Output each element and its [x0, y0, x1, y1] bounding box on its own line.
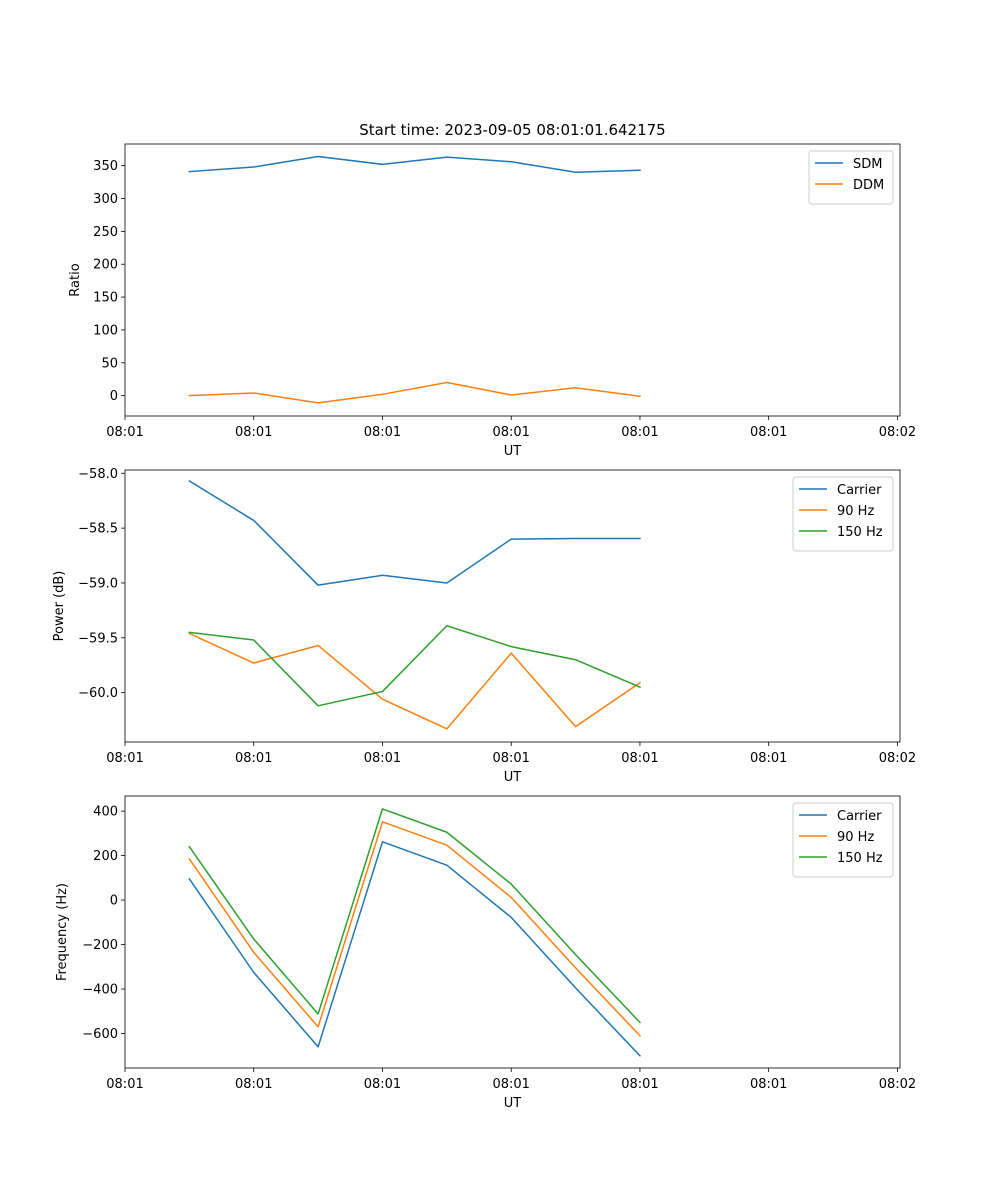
legend-label: 90 Hz — [837, 504, 874, 519]
series-line-sdm — [188, 155, 641, 173]
axes-frame — [124, 143, 901, 417]
y-tick-label: −600 — [82, 1027, 118, 1042]
x-tick-label: 08:01 — [106, 1077, 143, 1092]
x-tick-label: 08:01 — [492, 1077, 529, 1092]
y-tick-label: −58.0 — [78, 467, 118, 482]
x-tick-label: 08:01 — [235, 1077, 272, 1092]
axes-frame — [124, 795, 901, 1069]
y-tick-label: 100 — [93, 323, 118, 338]
legend-label: Carrier — [837, 809, 882, 824]
y-tick-label: −400 — [82, 983, 118, 998]
series-line-90-hz — [188, 632, 641, 730]
legend-label: 90 Hz — [837, 830, 874, 845]
x-tick-label: 08:02 — [879, 751, 916, 766]
y-tick-label: 250 — [93, 225, 118, 240]
y-tick-label: 0 — [110, 894, 118, 909]
x-tick-label: 08:01 — [621, 751, 658, 766]
legend-label: 150 Hz — [837, 525, 883, 540]
x-tick-label: 08:02 — [879, 425, 916, 440]
y-tick-label: 300 — [93, 192, 118, 207]
legend-box — [792, 476, 894, 552]
y-tick-label: 200 — [93, 258, 118, 273]
x-tick-label: 08:01 — [621, 425, 658, 440]
series-line-carrier — [188, 841, 642, 1057]
y-axis-label: Power (dB) — [52, 571, 67, 642]
series-line-90-hz — [188, 821, 642, 1037]
x-tick-label: 08:01 — [235, 751, 272, 766]
x-tick-label: 08:01 — [364, 1077, 401, 1092]
figure-title: Start time: 2023-09-05 08:01:01.642175 — [359, 121, 665, 139]
x-axis-label: UT — [504, 1096, 522, 1111]
x-axis-label: UT — [504, 444, 522, 459]
series-line-150-hz — [188, 808, 642, 1024]
legend-box — [792, 802, 894, 878]
x-tick-label: 08:01 — [364, 425, 401, 440]
y-axis-label: Ratio — [68, 263, 83, 296]
legend-label: DDM — [853, 178, 884, 193]
series-line-ddm — [188, 381, 641, 404]
x-tick-label: 08:01 — [492, 751, 529, 766]
y-tick-label: −59.0 — [78, 576, 118, 591]
ratio-panel: 08:01 08:01 08:01 08:01 08:01 08:01 08:02 0 50 10… — [68, 143, 916, 459]
series-line-150-hz — [188, 624, 641, 707]
y-tick-label: 350 — [93, 159, 118, 174]
x-tick-label: 08:01 — [106, 425, 143, 440]
x-tick-label: 08:01 — [364, 751, 401, 766]
y-tick-label: −60.0 — [78, 686, 118, 701]
power-panel: 08:01 08:01 08:01 08:01 08:01 08:01 08:02 −60.0… — [52, 467, 916, 785]
legend-label: Carrier — [837, 483, 882, 498]
x-tick-label: 08:01 — [750, 425, 787, 440]
y-tick-label: 400 — [93, 805, 118, 820]
legend: Carrier 90 Hz 150 Hz — [792, 802, 894, 878]
legend-label: 150 Hz — [837, 851, 883, 866]
axes-frame — [124, 469, 901, 743]
x-tick-label: 08:01 — [106, 751, 143, 766]
y-axis-label: Frequency (Hz) — [55, 883, 70, 981]
x-tick-label: 08:02 — [879, 1077, 916, 1092]
y-tick-label: 150 — [93, 291, 118, 306]
x-tick-label: 08:01 — [235, 425, 272, 440]
y-tick-label: 200 — [93, 849, 118, 864]
y-tick-label: 0 — [110, 389, 118, 404]
legend-label: SDM — [853, 157, 882, 172]
legend: SDM DDM — [808, 150, 894, 205]
y-tick-label: −200 — [82, 938, 118, 953]
x-tick-label: 08:01 — [492, 425, 529, 440]
frequency-panel: 08:01 08:01 08:01 08:01 08:01 08:01 08:02 −600 −… — [55, 795, 916, 1111]
series-line-carrier — [188, 479, 641, 586]
x-axis-label: UT — [504, 770, 522, 785]
x-tick-label: 08:01 — [621, 1077, 658, 1092]
y-tick-label: −58.5 — [78, 522, 118, 537]
y-tick-label: −59.5 — [78, 631, 118, 646]
legend: Carrier 90 Hz 150 Hz — [792, 476, 894, 552]
x-tick-label: 08:01 — [750, 1077, 787, 1092]
legend-box — [808, 150, 894, 205]
y-tick-label: 50 — [101, 356, 118, 371]
x-tick-label: 08:01 — [750, 751, 787, 766]
